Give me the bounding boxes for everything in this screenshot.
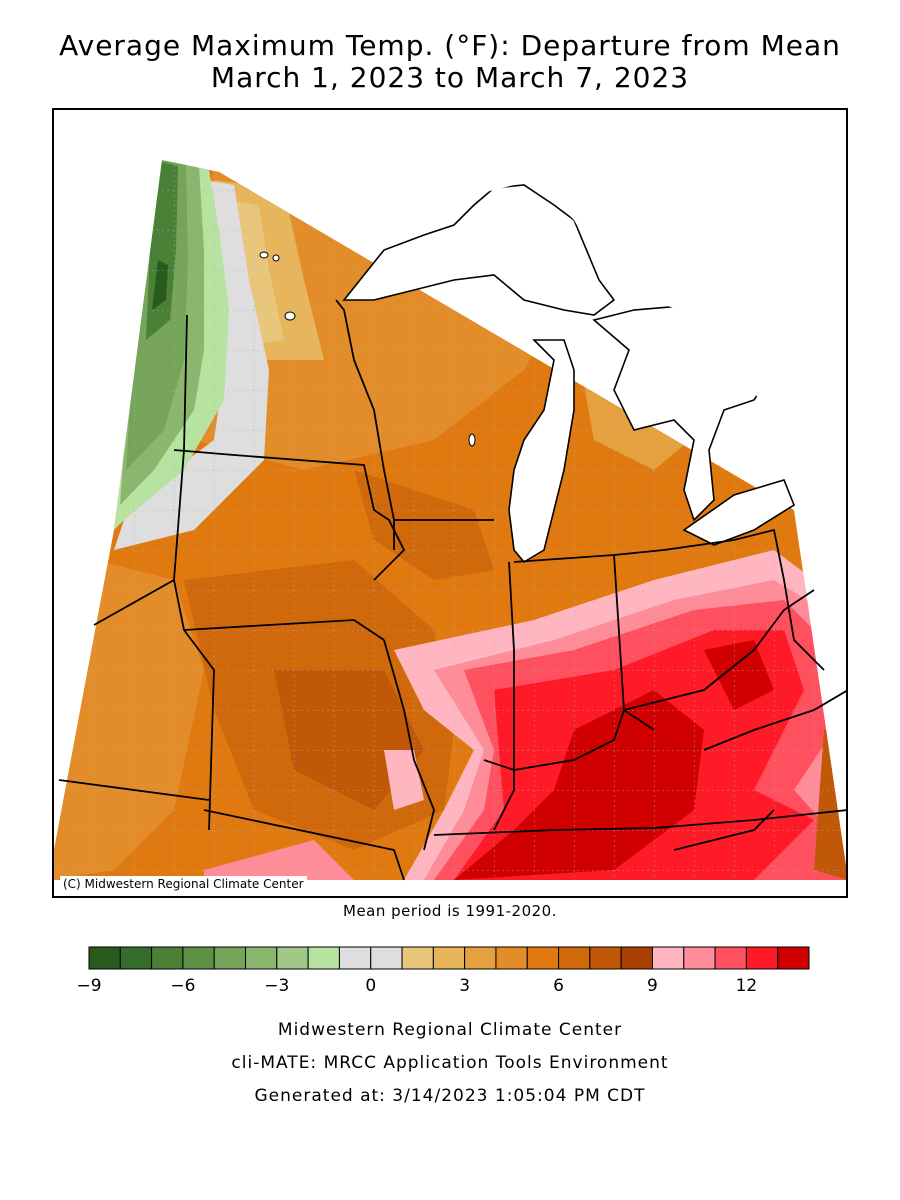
legend-tick: 12 xyxy=(735,976,758,996)
legend-tick: −9 xyxy=(76,976,102,996)
legend-bin xyxy=(401,946,434,970)
legend-bin xyxy=(245,946,278,970)
copyright-label: (C) Midwestern Regional Climate Center xyxy=(60,876,307,892)
legend-bin xyxy=(651,946,685,970)
map-date-range: March 1, 2023 to March 7, 2023 xyxy=(210,61,690,94)
footer-org: Midwestern Regional Climate Center xyxy=(277,1020,623,1040)
color-legend xyxy=(88,946,810,970)
departure-map: (C) Midwestern Regional Climate Center xyxy=(52,108,848,898)
legend-bin xyxy=(777,946,810,970)
legend-bin xyxy=(88,946,121,970)
legend-bin xyxy=(620,946,653,970)
legend-tick: 9 xyxy=(647,976,658,996)
legend-tick: 3 xyxy=(459,976,471,996)
map-canvas xyxy=(54,110,846,881)
legend-bin xyxy=(432,946,466,970)
legend-bin xyxy=(558,946,591,970)
legend-bin xyxy=(338,946,372,970)
legend-bin xyxy=(714,946,747,970)
legend-bin xyxy=(526,946,560,970)
map-title: Average Maximum Temp. (°F): Departure fr… xyxy=(59,29,841,62)
legend-bin xyxy=(213,946,247,970)
legend-tick: −6 xyxy=(170,976,196,996)
legend-bin xyxy=(276,946,309,970)
legend-bin xyxy=(119,946,153,970)
great-lakes xyxy=(162,110,846,564)
state-boundaries xyxy=(58,299,846,881)
legend-bin xyxy=(464,946,497,970)
footer-app: cli-MATE: MRCC Application Tools Environ… xyxy=(231,1053,669,1073)
footer-generated: Generated at: 3/14/2023 1:05:04 PM CDT xyxy=(254,1086,646,1106)
legend-bin xyxy=(495,946,528,970)
legend-bin xyxy=(745,946,779,970)
legend-tick-labels: −9 −6 −3 0 3 6 9 12 xyxy=(76,976,810,998)
legend-bin xyxy=(182,946,215,970)
legend-tick: 0 xyxy=(365,976,377,996)
mean-period-note: Mean period is 1991-2020. xyxy=(343,902,557,920)
legend-tick: 6 xyxy=(553,976,564,996)
legend-bin xyxy=(370,946,403,970)
legend-bin xyxy=(589,946,622,970)
legend-bin xyxy=(683,946,716,970)
small-lakes xyxy=(259,251,476,447)
legend-tick: −3 xyxy=(264,976,290,996)
legend-bin xyxy=(151,946,184,970)
legend-bin xyxy=(307,946,340,970)
